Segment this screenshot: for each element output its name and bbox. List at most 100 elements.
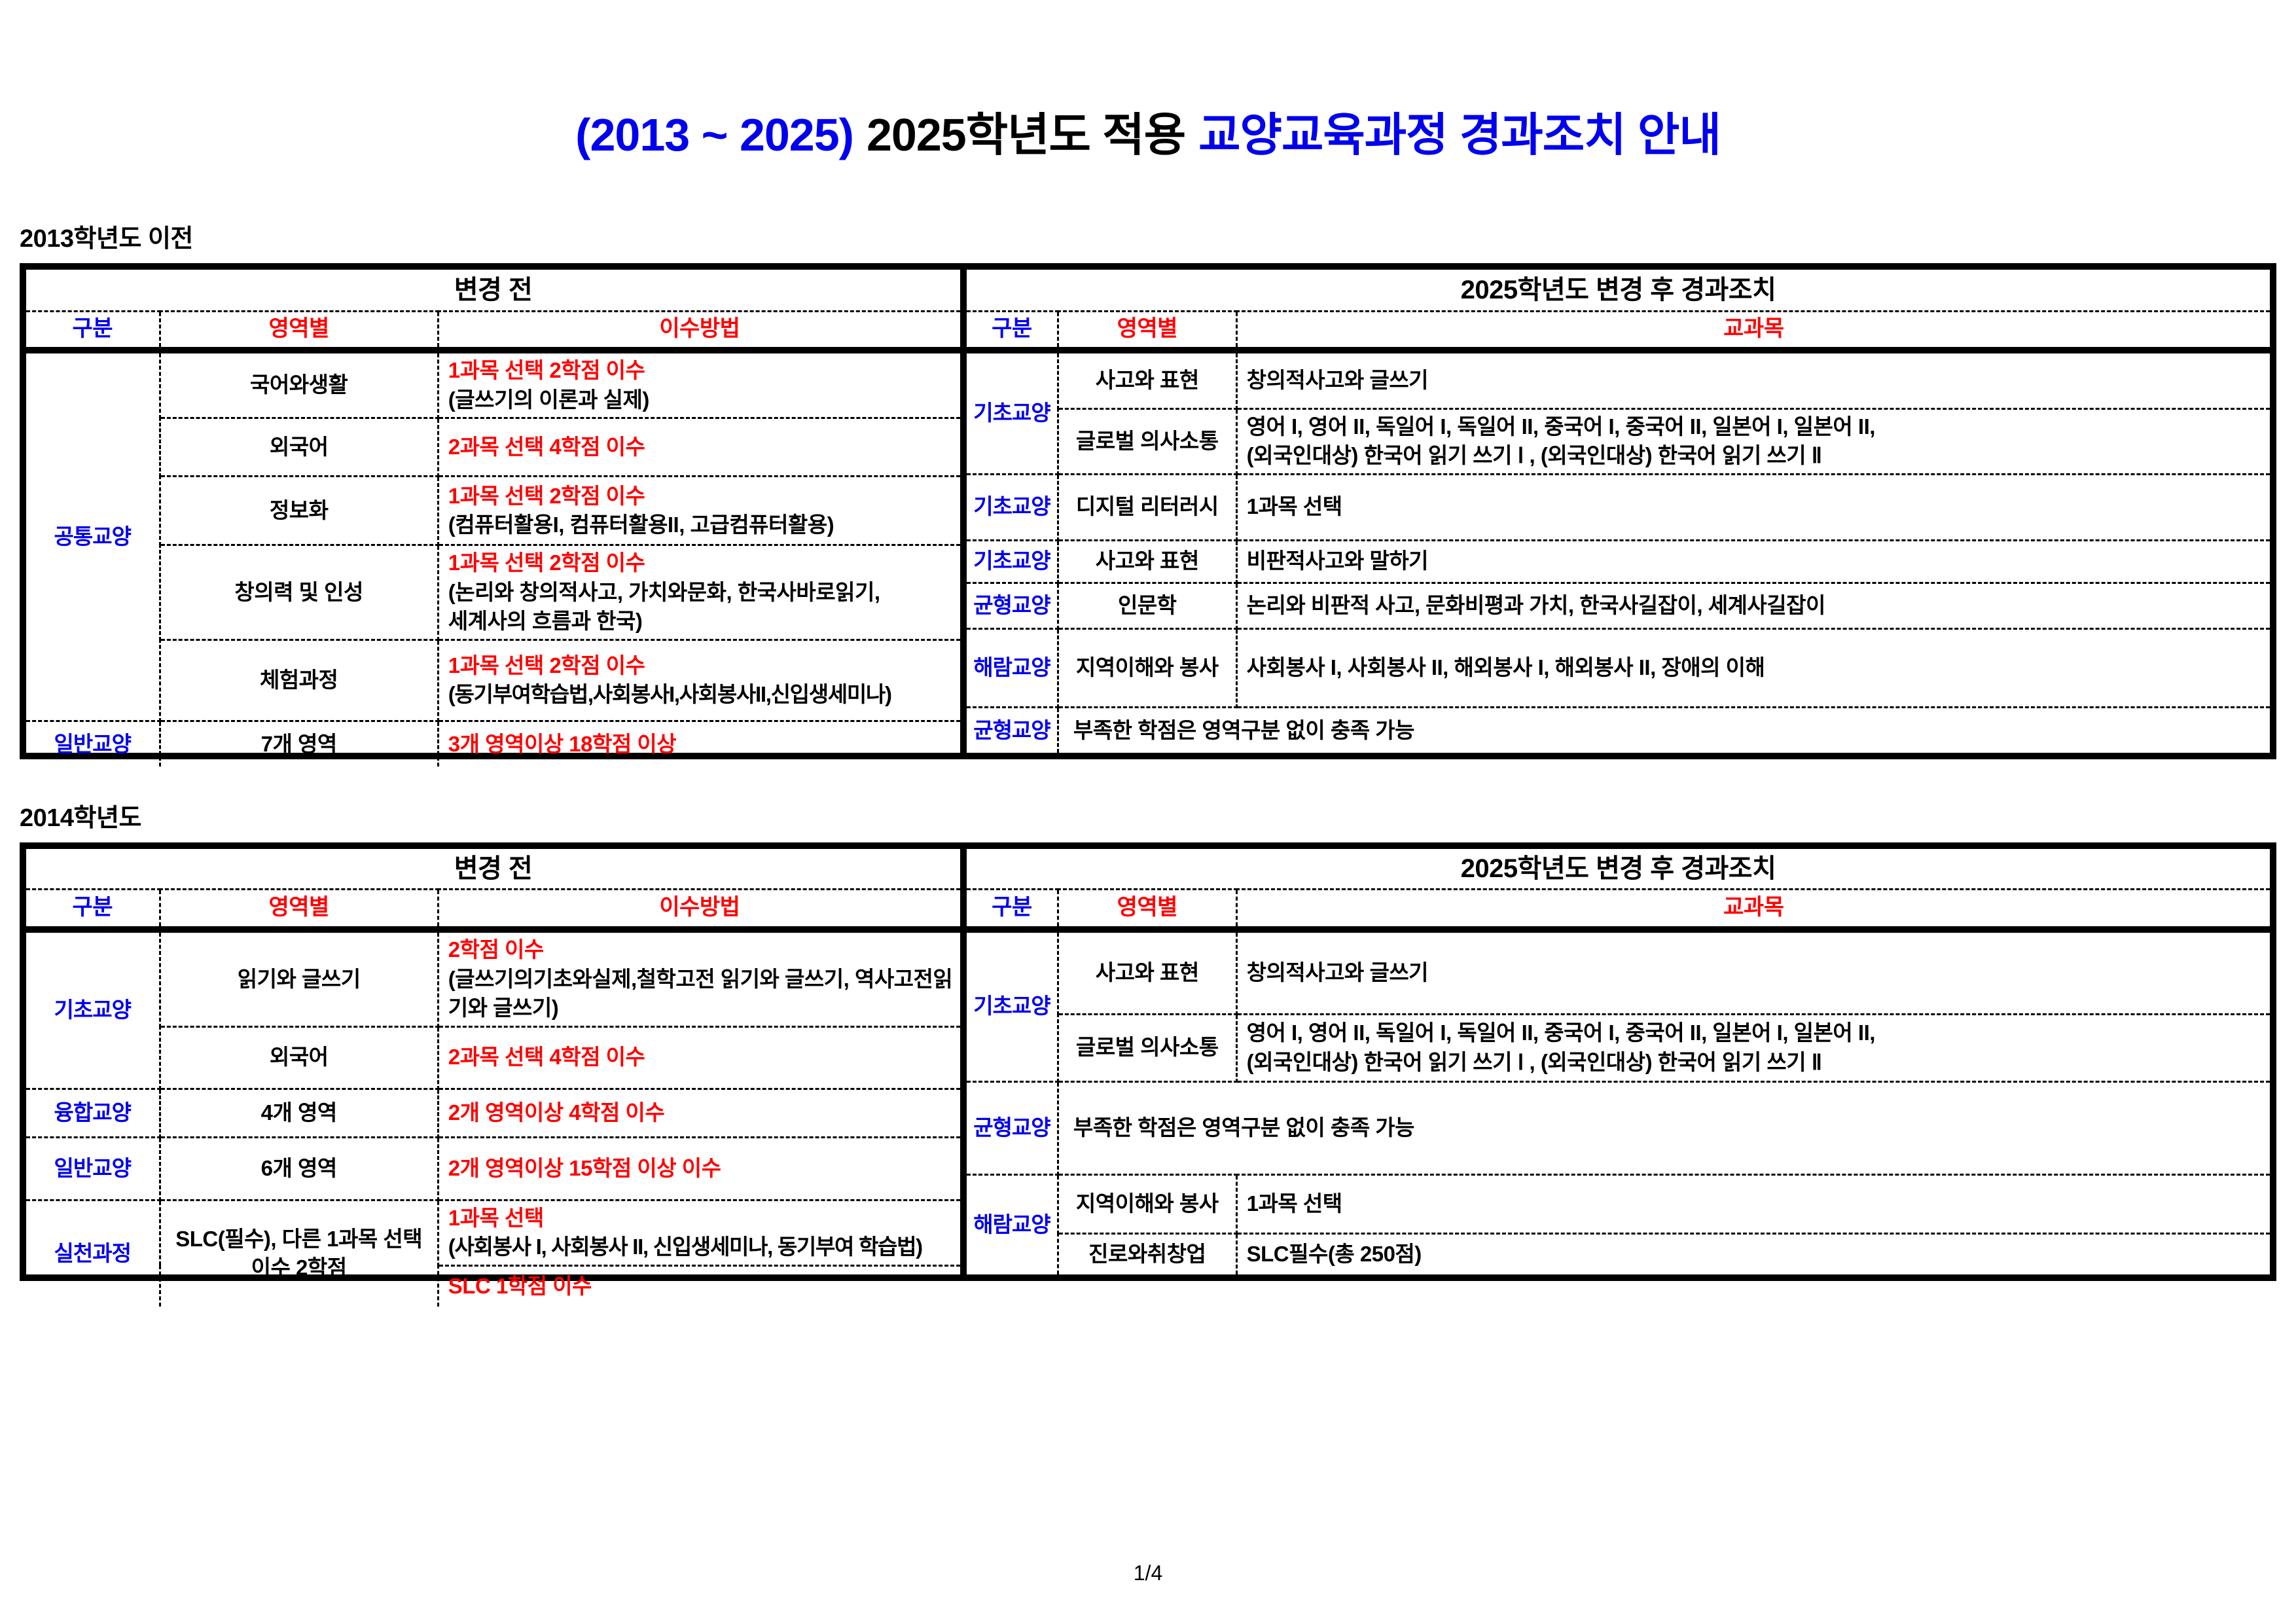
title-prefix: (2013 ~ 2025) [575, 109, 854, 160]
method-line-black: 세계사의 흐름과 한국) [448, 609, 643, 634]
after-table-2013: 2025학년도 변경 후 경과조치 구분 영역별 교과목 기초교양 사고와 표현… [965, 268, 2271, 754]
method-line-black: (사회봉사 I, 사회봉사 II, 신입생세미나, 동기부여 학습법) [448, 1235, 923, 1259]
method-line-red: 2학점 이수 [448, 937, 544, 962]
document-body: 2013학년도 이전 변경 전 구분 영역별 이수방법 공통교양 국어와생활 1… [20, 218, 2276, 1308]
cell-method: 3개 영역이상 18학점 이상 [437, 719, 961, 768]
table-2013: 변경 전 구분 영역별 이수방법 공통교양 국어와생활 1과목 선택 2학점 이… [20, 263, 2276, 768]
method-line-red: 3개 영역이상 18학점 이상 [448, 731, 677, 756]
cell-gubun: 균형교양 [965, 706, 1059, 754]
cell-subject: 1과목 선택 [1235, 473, 2271, 541]
cell-gubun: 기초교양 [965, 473, 1059, 541]
before-table-2014: 변경 전 구분 영역별 이수방법 기초교양 읽기와 글쓰기 2학점 이수 (글쓰… [25, 848, 961, 1308]
cell-subject: SLC필수(총 250점) [1235, 1232, 2271, 1276]
col-header-gubun: 구분 [25, 310, 161, 353]
cell-area: 사고와 표현 [1056, 539, 1238, 584]
after-panel: 2025학년도 변경 후 경과조치 구분 영역별 교과목 기초교양 사고와 표현… [965, 268, 2271, 754]
cell-gubun: 기초교양 [25, 928, 161, 1090]
col-header-area: 영역별 [1056, 310, 1238, 353]
cell-note: 부족한 학점은 영역구분 없이 충족 가능 [1056, 706, 2271, 754]
method-line-red: 2개 영역이상 4학점 이수 [448, 1100, 665, 1125]
subject-line: 영어 I, 영어 II, 독일어 I, 독일어 II, 중국어 I, 중국어 I… [1246, 414, 1876, 439]
cell-area: 글로벌 의사소통 [1056, 1013, 1238, 1083]
cell-area: 국어와생활 [158, 349, 439, 420]
subject-line: (외국인대상) 한국어 읽기 쓰기 Ⅰ , (외국인대상) 한국어 읽기 쓰기 … [1246, 1049, 1822, 1074]
cell-area: 지역이해와 봉사 [1056, 1173, 1238, 1235]
after-table-2014: 2025학년도 변경 후 경과조치 구분 영역별 교과목 기초교양 사고와 표현… [965, 848, 2271, 1276]
title-suffix: 교양교육과정 경과조치 안내 [1198, 109, 1721, 160]
col-header-subject: 교과목 [1235, 310, 2271, 353]
cell-area: 지역이해와 봉사 [1056, 627, 1238, 708]
cell-method: 2개 영역이상 15학점 이상 이수 [437, 1136, 961, 1201]
before-panel: 변경 전 구분 영역별 이수방법 기초교양 읽기와 글쓰기 2학점 이수 (글쓰… [25, 848, 967, 1308]
cell-gubun: 균형교양 [965, 1080, 1059, 1176]
section-label-2014: 2014학년도 [20, 804, 141, 832]
method-line-red: 1과목 선택 2학점 이수 [448, 358, 645, 382]
col-header-area: 영역별 [1056, 888, 1238, 933]
cell-method: 1과목 선택 2학점 이수 (논리와 창의적사고, 가치와문화, 한국사바로읽기… [437, 544, 961, 641]
col-header-gubun: 구분 [965, 310, 1059, 353]
method-line-red: 2과목 선택 4학점 이수 [448, 1045, 645, 1070]
method-line-red: 1과목 선택 [448, 1205, 544, 1230]
cell-method: 2과목 선택 4학점 이수 [437, 417, 961, 478]
panel-title-before: 변경 전 [25, 848, 961, 890]
method-line-black: (동기부여학습법,사회봉사I,사회봉사II,신입생세미나) [448, 682, 892, 707]
method-line-red: 1과목 선택 2학점 이수 [448, 483, 645, 508]
cell-gubun: 기초교양 [965, 349, 1059, 475]
col-header-method: 이수방법 [437, 888, 961, 933]
method-line-red: 2과목 선택 4학점 이수 [448, 434, 645, 459]
table-2014: 변경 전 구분 영역별 이수방법 기초교양 읽기와 글쓰기 2학점 이수 (글쓰… [20, 842, 2276, 1308]
page-title: (2013 ~ 2025) 2025학년도 적용 교양교육과정 경과조치 안내 [0, 0, 2296, 164]
cell-gubun: 기초교양 [965, 928, 1059, 1083]
cell-gubun: 일반교양 [25, 719, 161, 768]
cell-area: 진로와취창업 [1056, 1232, 1238, 1276]
cell-area: 인문학 [1056, 581, 1238, 630]
col-header-gubun: 구분 [965, 888, 1059, 933]
cell-area: 외국어 [158, 417, 439, 478]
method-line-red: 1과목 선택 2학점 이수 [448, 550, 645, 575]
panel-title-after: 2025학년도 변경 후 경과조치 [965, 848, 2271, 890]
cell-area: 디지털 리터러시 [1056, 473, 1238, 541]
cell-subject: 창의적사고와 글쓰기 [1235, 349, 2271, 410]
method-line-black: (논리와 창의적사고, 가치와문화, 한국사바로읽기, [448, 579, 880, 604]
cell-gubun: 실천과정 [25, 1199, 161, 1308]
panel-title-before: 변경 전 [25, 268, 961, 312]
method-line-black: (글쓰기의기초와실제,철학고전 읽기와 글쓰기, 역사고전읽기와 글쓰기) [448, 966, 953, 1020]
section-label-2013: 2013학년도 이전 [20, 225, 193, 253]
cell-method: 1과목 선택 (사회봉사 I, 사회봉사 II, 신입생세미나, 동기부여 학습… [437, 1199, 961, 1267]
cell-method: 1과목 선택 2학점 이수 (동기부여학습법,사회봉사I,사회봉사II,신입생세… [437, 638, 961, 722]
cell-area: 외국어 [158, 1025, 439, 1090]
page-number: 1/4 [1133, 1561, 1163, 1585]
cell-gubun: 기초교양 [965, 539, 1059, 584]
col-header-gubun: 구분 [25, 888, 161, 933]
cell-area: 6개 영역 [158, 1136, 439, 1201]
cell-gubun: 공통교양 [25, 349, 161, 722]
cell-subject: 영어 I, 영어 II, 독일어 I, 독일어 II, 중국어 I, 중국어 I… [1235, 1013, 2271, 1083]
cell-method: 1과목 선택 2학점 이수 (컴퓨터활용I, 컴퓨터활용II, 고급컴퓨터활용) [437, 475, 961, 547]
col-header-area: 영역별 [158, 888, 439, 933]
cell-method: SLC 1학점 이수 [437, 1264, 961, 1308]
subject-line: (외국인대상) 한국어 읽기 쓰기 Ⅰ , (외국인대상) 한국어 읽기 쓰기 … [1246, 443, 1822, 468]
cell-method: 2개 영역이상 4학점 이수 [437, 1087, 961, 1138]
subject-line: 영어 I, 영어 II, 독일어 I, 독일어 II, 중국어 I, 중국어 I… [1246, 1020, 1876, 1045]
cell-gubun: 해람교양 [965, 1173, 1059, 1276]
cell-gubun: 융합교양 [25, 1087, 161, 1138]
cell-note: 부족한 학점은 영역구분 없이 충족 가능 [1056, 1080, 2271, 1176]
cell-subject: 사회봉사 I, 사회봉사 II, 해외봉사 I, 해외봉사 II, 장애의 이해 [1235, 627, 2271, 708]
method-line-black: (글쓰기의 이론과 실제) [448, 387, 650, 412]
before-table-2013: 변경 전 구분 영역별 이수방법 공통교양 국어와생활 1과목 선택 2학점 이… [25, 268, 961, 768]
cell-area: 7개 영역 [158, 719, 439, 768]
cell-area: 사고와 표현 [1056, 928, 1238, 1015]
cell-method: 2학점 이수 (글쓰기의기초와실제,철학고전 읽기와 글쓰기, 역사고전읽기와 … [437, 928, 961, 1028]
method-line-black: (컴퓨터활용I, 컴퓨터활용II, 고급컴퓨터활용) [448, 513, 834, 537]
cell-area: 체험과정 [158, 638, 439, 722]
cell-method: 2과목 선택 4학점 이수 [437, 1025, 961, 1090]
col-header-area: 영역별 [158, 310, 439, 353]
cell-subject: 창의적사고와 글쓰기 [1235, 928, 2271, 1015]
col-header-method: 이수방법 [437, 310, 961, 353]
col-header-subject: 교과목 [1235, 888, 2271, 933]
cell-subject: 비판적사고와 말하기 [1235, 539, 2271, 584]
cell-area: 창의력 및 인성 [158, 544, 439, 641]
cell-method: 1과목 선택 2학점 이수 (글쓰기의 이론과 실제) [437, 349, 961, 420]
method-line-red: SLC 1학점 이수 [448, 1274, 592, 1299]
before-panel: 변경 전 구분 영역별 이수방법 공통교양 국어와생활 1과목 선택 2학점 이… [25, 268, 967, 768]
